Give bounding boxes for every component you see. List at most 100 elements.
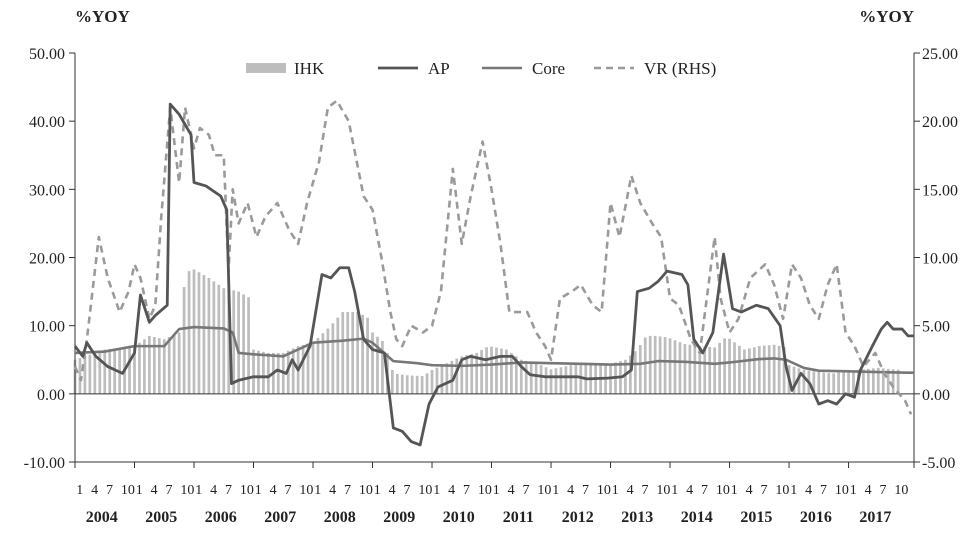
month-label: 4 (389, 483, 396, 498)
ihk-bar (767, 345, 771, 394)
month-label: 4 (686, 483, 693, 498)
month-label: 1 (493, 483, 500, 498)
ihk-bar (762, 345, 766, 394)
ihk-bar (187, 271, 191, 394)
ihk-bar (559, 367, 563, 394)
year-label: 2007 (264, 509, 296, 526)
ihk-bar (777, 345, 781, 394)
month-label: 7 (879, 483, 886, 498)
ihk-bar (867, 368, 870, 394)
ihk-bar (143, 339, 146, 394)
ihk-bar (346, 312, 350, 394)
ihk-bar (505, 349, 508, 394)
ihk-bar (886, 368, 890, 394)
ihk-bar (534, 363, 538, 394)
ihk-bar (390, 369, 394, 394)
ihk-bar (862, 369, 865, 394)
month-label: 10 (775, 483, 789, 498)
year-label: 2016 (800, 509, 832, 526)
month-label: 7 (582, 483, 589, 498)
ihk-bar (400, 374, 404, 394)
ihk-bar (802, 369, 806, 394)
year-label: 2010 (443, 509, 475, 526)
ihk-bar (490, 346, 493, 394)
left-tick-label: 0.00 (37, 387, 65, 404)
ihk-bar (638, 344, 642, 394)
month-label: 10 (359, 483, 373, 498)
ihk-bar (182, 287, 186, 394)
ihk-bar (633, 351, 637, 394)
ihk-bar (896, 369, 900, 394)
tick-labels: 50.0040.0030.0020.0010.000.00-10.0025.00… (24, 7, 958, 526)
month-label: 4 (270, 483, 277, 498)
ihk-bar (539, 365, 543, 394)
axes (69, 52, 920, 468)
ihk-bar (822, 372, 826, 394)
month-label: 1 (314, 483, 321, 498)
month-label: 4 (448, 483, 455, 498)
ihk-bar (460, 356, 464, 394)
ihk-bar (410, 375, 414, 394)
ihk-bar (713, 347, 717, 394)
ihk-bar (564, 366, 568, 394)
month-label: 7 (284, 483, 291, 498)
ihk-bar (554, 368, 558, 394)
ihk-bar (733, 342, 736, 394)
ihk-bar (752, 347, 756, 394)
ihk-bar (678, 342, 682, 394)
month-label: 1 (76, 483, 83, 498)
ihk-bar (529, 362, 533, 394)
ihk-bar (326, 328, 330, 394)
ihk-bar (495, 347, 498, 394)
ihk-bar (832, 373, 836, 394)
ihk-bar (470, 354, 474, 394)
ihk-bar (331, 323, 335, 394)
ihk-bar (624, 359, 627, 394)
ihk-bar (876, 367, 880, 394)
ihk-bar (321, 333, 325, 394)
month-label: 1 (552, 483, 559, 498)
ihk-bar (207, 277, 211, 394)
left-tick-label: 10.00 (29, 319, 65, 336)
month-label: 7 (403, 483, 410, 498)
ihk-bars (73, 269, 900, 394)
ihk-bar (465, 355, 469, 394)
right-tick-label: 10.00 (922, 251, 958, 268)
month-label: 4 (805, 483, 812, 498)
ihk-bar (128, 346, 131, 394)
ihk-bar (252, 349, 255, 394)
month-label: 4 (567, 483, 574, 498)
ihk-bar (683, 344, 687, 394)
ihk-bar (232, 290, 236, 394)
left-tick-label: 50.00 (29, 46, 65, 63)
month-label: 7 (522, 483, 529, 498)
month-label: 7 (344, 483, 351, 498)
month-label: 4 (91, 483, 98, 498)
month-label: 4 (865, 483, 872, 498)
legend: IHK AP Core VR (RHS) (246, 59, 716, 78)
ihk-bar (728, 338, 731, 394)
ihk-bar (162, 339, 166, 394)
ihk-bar (425, 373, 429, 394)
ihk-bar (405, 375, 409, 394)
ihk-bar (381, 341, 384, 394)
ihk-bar (361, 314, 364, 394)
ihk-bar (718, 342, 721, 394)
year-label: 2011 (503, 509, 534, 526)
ihk-bar (708, 347, 712, 394)
ihk-bar (629, 355, 632, 394)
ihk-bar (658, 336, 662, 394)
ihk-bar (247, 297, 250, 394)
month-label: 7 (463, 483, 470, 498)
legend-label-core: Core (532, 59, 565, 78)
ihk-bar (267, 352, 270, 394)
ihk-bar (138, 342, 141, 394)
ihk-bar (217, 284, 221, 394)
month-label: 4 (329, 483, 336, 498)
ihk-bar (837, 372, 840, 394)
ihk-bar (177, 332, 181, 394)
left-tick-label: 30.00 (29, 182, 65, 199)
ihk-bar (500, 348, 503, 394)
ihk-bar (366, 317, 369, 394)
month-label: 7 (701, 483, 708, 498)
